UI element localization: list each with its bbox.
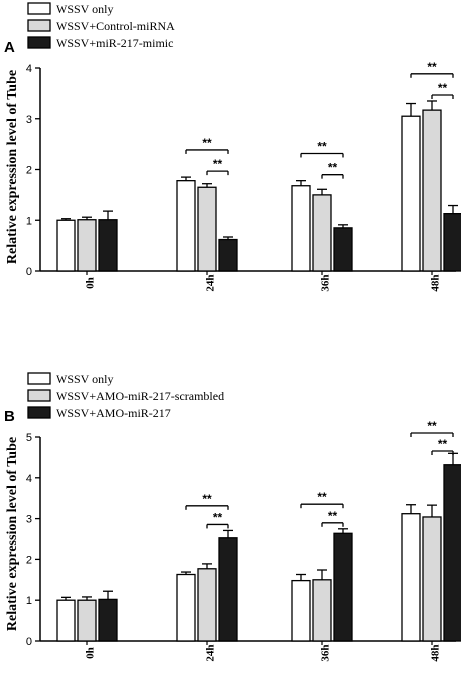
legend-label: WSSV+miR-217-mimic bbox=[56, 36, 173, 50]
bar bbox=[443, 464, 461, 642]
legend-label: WSSV only bbox=[56, 372, 113, 386]
significance-label: ** bbox=[328, 161, 338, 175]
x-tick-label: 0h bbox=[85, 277, 97, 289]
bar bbox=[291, 185, 311, 272]
bar bbox=[291, 579, 311, 642]
x-tick-label: 48h bbox=[430, 644, 442, 661]
bar bbox=[422, 516, 442, 642]
significance-label: ** bbox=[438, 81, 448, 95]
significance-label: ** bbox=[213, 157, 223, 171]
x-tick-label: 36h bbox=[320, 274, 332, 291]
y-tick-label: 0 bbox=[26, 636, 32, 648]
y-axis-label: Relative expression level of Tube bbox=[5, 70, 20, 264]
x-tick-label: 24h bbox=[205, 644, 217, 661]
y-tick-label: 1 bbox=[26, 595, 32, 607]
y-tick-label: 0 bbox=[26, 266, 32, 278]
y-tick-label: 1 bbox=[26, 215, 32, 227]
bar bbox=[218, 537, 238, 642]
legend-swatch bbox=[27, 372, 51, 385]
significance-label: ** bbox=[427, 419, 437, 433]
significance-label: ** bbox=[317, 490, 327, 504]
y-tick-label: 4 bbox=[26, 63, 32, 75]
significance-label: ** bbox=[438, 437, 448, 451]
legend-item: WSSV+miR-217-mimic bbox=[27, 36, 173, 50]
x-tick-label: 0h bbox=[85, 647, 97, 659]
bar bbox=[333, 532, 353, 642]
bar bbox=[56, 219, 76, 272]
x-tick-label: 36h bbox=[320, 644, 332, 661]
legend-label: WSSV only bbox=[56, 2, 113, 16]
significance-label: ** bbox=[202, 136, 212, 150]
significance-label: ** bbox=[427, 60, 437, 74]
legend-label: WSSV+Control-miRNA bbox=[56, 19, 175, 33]
legend-item: WSSV only bbox=[27, 372, 113, 386]
legend-a: WSSV only WSSV+Control-miRNA WSSV+miR-21… bbox=[27, 2, 175, 50]
bar bbox=[443, 213, 461, 272]
y-tick-label: 4 bbox=[26, 473, 32, 485]
legend-b: WSSV only WSSV+AMO-miR-217-scrambled WSS… bbox=[27, 372, 224, 420]
legend-swatch bbox=[27, 36, 51, 49]
panel-b: WSSV only WSSV+AMO-miR-217-scrambled WSS… bbox=[4, 372, 461, 662]
y-tick-label: 2 bbox=[26, 554, 32, 566]
y-tick-label: 2 bbox=[26, 165, 32, 177]
bar bbox=[422, 109, 442, 272]
legend-label: WSSV+AMO-miR-217-scrambled bbox=[56, 389, 224, 403]
bar bbox=[218, 238, 238, 272]
bar bbox=[401, 115, 421, 272]
bar bbox=[56, 599, 76, 642]
x-tick-label: 48h bbox=[430, 274, 442, 291]
bar bbox=[176, 573, 196, 642]
legend-item: WSSV+Control-miRNA bbox=[27, 19, 175, 33]
legend-item: WSSV+AMO-miR-217-scrambled bbox=[27, 389, 224, 403]
panel-label: A bbox=[4, 39, 15, 56]
y-axis-label: Relative expression level of Tube bbox=[5, 437, 20, 631]
significance-label: ** bbox=[328, 509, 338, 523]
panel-label: B bbox=[4, 408, 15, 425]
legend-swatch bbox=[27, 389, 51, 402]
legend-swatch bbox=[27, 2, 51, 15]
bar bbox=[197, 186, 217, 272]
legend-label: WSSV+AMO-miR-217 bbox=[56, 406, 171, 420]
bar bbox=[98, 219, 118, 272]
significance-label: ** bbox=[202, 492, 212, 506]
legend-swatch bbox=[27, 406, 51, 419]
bar bbox=[401, 513, 421, 642]
x-tick-label: 24h bbox=[205, 274, 217, 291]
significance-label: ** bbox=[213, 510, 223, 524]
y-tick-label: 3 bbox=[26, 514, 32, 526]
bar bbox=[312, 194, 332, 272]
bar bbox=[98, 598, 118, 642]
bar bbox=[197, 568, 217, 642]
bar bbox=[333, 227, 353, 272]
bar bbox=[77, 219, 97, 272]
significance-label: ** bbox=[317, 139, 327, 153]
legend-item: WSSV only bbox=[27, 2, 113, 16]
y-tick-label: 3 bbox=[26, 114, 32, 126]
y-tick-label: 5 bbox=[26, 432, 32, 444]
panel-a: WSSV only WSSV+Control-miRNA WSSV+miR-21… bbox=[4, 2, 461, 292]
bar bbox=[312, 579, 332, 642]
bar bbox=[77, 599, 97, 642]
legend-item: WSSV+AMO-miR-217 bbox=[27, 406, 171, 420]
bar bbox=[176, 180, 196, 272]
legend-swatch bbox=[27, 19, 51, 32]
